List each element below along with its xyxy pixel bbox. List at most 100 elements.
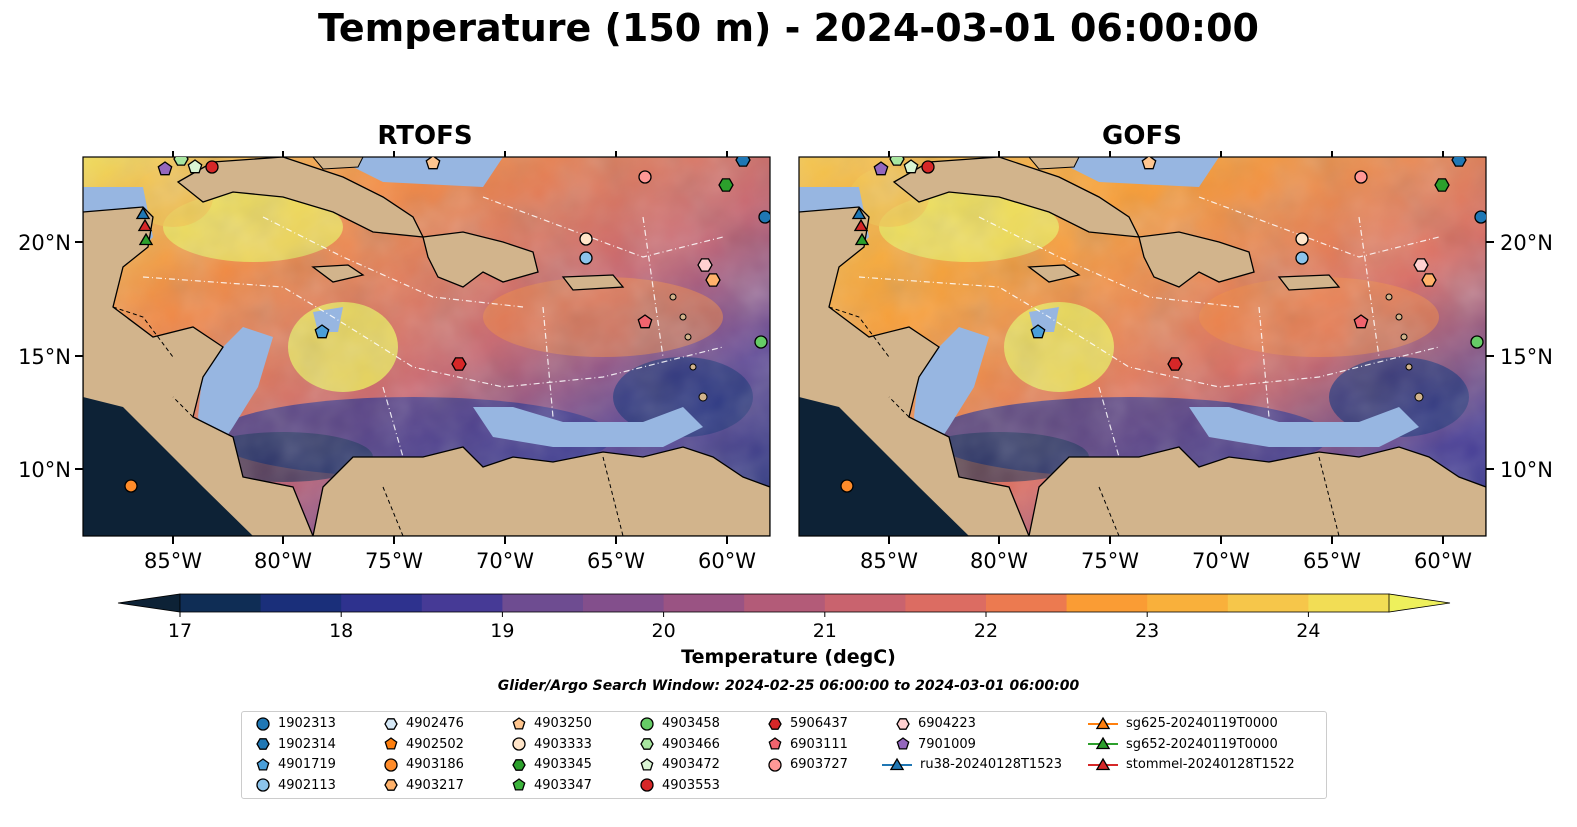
legend-item: 4903458	[640, 714, 720, 734]
float-marker	[138, 232, 154, 246]
legend-label: ru38-20240128T1523	[920, 757, 1063, 772]
legend-item: 6903727	[768, 755, 848, 775]
legend-item: 4902476	[384, 714, 464, 734]
colorbar-segment	[744, 594, 826, 612]
float-marker	[705, 273, 721, 287]
legend-label: stommel-20240128T1522	[1126, 757, 1295, 772]
lon-tick-label: 60°W	[698, 549, 756, 573]
colorbar-extend-max	[1388, 593, 1451, 613]
lon-tick-label: 65°W	[1303, 549, 1361, 573]
colorbar-segment	[1308, 594, 1390, 612]
legend-label: 4903553	[662, 777, 720, 793]
legend-item: 4902502	[384, 735, 464, 755]
float-marker	[921, 160, 935, 174]
legend-label: sg652-20240119T0000	[1126, 736, 1278, 752]
float-marker	[187, 159, 203, 174]
legend-marker-icon	[640, 757, 654, 771]
lon-tick-label: 80°W	[254, 549, 312, 573]
legend-label: 5906437	[790, 716, 848, 731]
float-marker	[1434, 178, 1450, 192]
float-marker	[314, 324, 330, 339]
legend-marker-icon	[768, 717, 782, 730]
float-marker	[1470, 335, 1484, 349]
legend-marker-icon	[1088, 716, 1118, 729]
legend-item: 4903333	[512, 735, 592, 755]
float-marker	[124, 479, 138, 493]
lat-tick-label: 15°N	[1500, 345, 1553, 369]
float-markers	[840, 157, 1486, 493]
colorbar-tick-label: 24	[1296, 620, 1320, 642]
legend-marker-icon	[256, 757, 270, 771]
float-marker	[697, 258, 713, 272]
legend-item: 4903553	[640, 776, 720, 796]
colorbar-segment	[421, 594, 503, 612]
float-marker	[903, 159, 919, 174]
legend-marker-icon	[640, 778, 654, 792]
float-marker	[579, 251, 593, 265]
legend-item: 4903186	[384, 755, 464, 775]
float-marker	[758, 210, 770, 224]
legend-item: 6903111	[768, 735, 848, 755]
legend-label: 4903472	[662, 757, 720, 772]
legend-item: 7901009	[896, 735, 976, 755]
colorbar-tick-label: 21	[813, 620, 837, 642]
legend-item: 4903217	[384, 776, 464, 796]
legend-item: ru38-20240128T1523	[882, 755, 1062, 775]
legend-item: stommel-20240128T1522	[1088, 755, 1295, 775]
float-marker	[451, 357, 467, 371]
colorbar-tick-label: 17	[168, 620, 192, 642]
lon-tick-label: 65°W	[587, 549, 645, 573]
legend-label: 7901009	[918, 736, 976, 752]
legend-label: 4903217	[406, 777, 464, 793]
float-marker	[853, 218, 869, 232]
legend-label: 1902313	[278, 716, 336, 731]
colorbar-segment	[663, 594, 745, 612]
legend-label: 4903186	[406, 757, 464, 772]
float-marker	[579, 232, 593, 246]
legend-item: sg625-20240119T0000	[1088, 714, 1278, 734]
lat-tick-label: 20°N	[1500, 231, 1553, 255]
legend-marker-icon	[640, 738, 654, 750]
colorbar-tick-label: 23	[1135, 620, 1159, 642]
legend-marker-icon	[512, 758, 526, 771]
float-marker	[1295, 232, 1309, 246]
colorbar-segment	[583, 594, 665, 612]
float-marker	[205, 160, 219, 174]
panel-title-rtofs: RTOFS	[377, 121, 473, 151]
colorbar-tick-label: 20	[652, 620, 676, 642]
legend-label: 4902113	[278, 777, 336, 793]
colorbar-segment	[502, 594, 584, 612]
legend-marker-icon	[256, 716, 270, 731]
float-marker	[889, 157, 905, 166]
panel-title-gofs: GOFS	[1102, 121, 1182, 151]
float-marker	[840, 479, 854, 493]
legend-marker-icon	[882, 757, 912, 770]
colorbar-segment	[341, 594, 423, 612]
colorbar-tick-label: 19	[490, 620, 514, 642]
legend-marker-icon	[768, 737, 782, 750]
legend-marker-icon	[384, 757, 398, 772]
legend-item: 4902113	[256, 776, 336, 796]
float-marker	[173, 157, 189, 166]
float-marker	[1141, 157, 1157, 170]
float-marker	[137, 218, 153, 232]
legend-marker-icon	[384, 779, 398, 791]
float-markers	[124, 157, 770, 493]
legend-item: 1902314	[256, 735, 336, 755]
float-marker	[637, 314, 653, 329]
legend-label: 4903333	[534, 736, 592, 752]
float-marker	[157, 161, 173, 176]
legend-marker-icon	[256, 778, 270, 792]
lon-tick-label: 85°W	[144, 549, 202, 573]
legend-item: 1902313	[256, 714, 336, 734]
colorbar-segment	[824, 594, 906, 612]
legend-label: 4903347	[534, 777, 592, 793]
legend-label: 4903345	[534, 757, 592, 772]
legend-marker-icon	[256, 738, 270, 750]
legend-marker-icon	[512, 716, 526, 730]
colorbar-tick-label: 18	[329, 620, 353, 642]
float-marker	[1167, 357, 1183, 371]
lat-tick-label: 10°N	[1500, 458, 1553, 482]
colorbar-segment	[1227, 594, 1309, 612]
